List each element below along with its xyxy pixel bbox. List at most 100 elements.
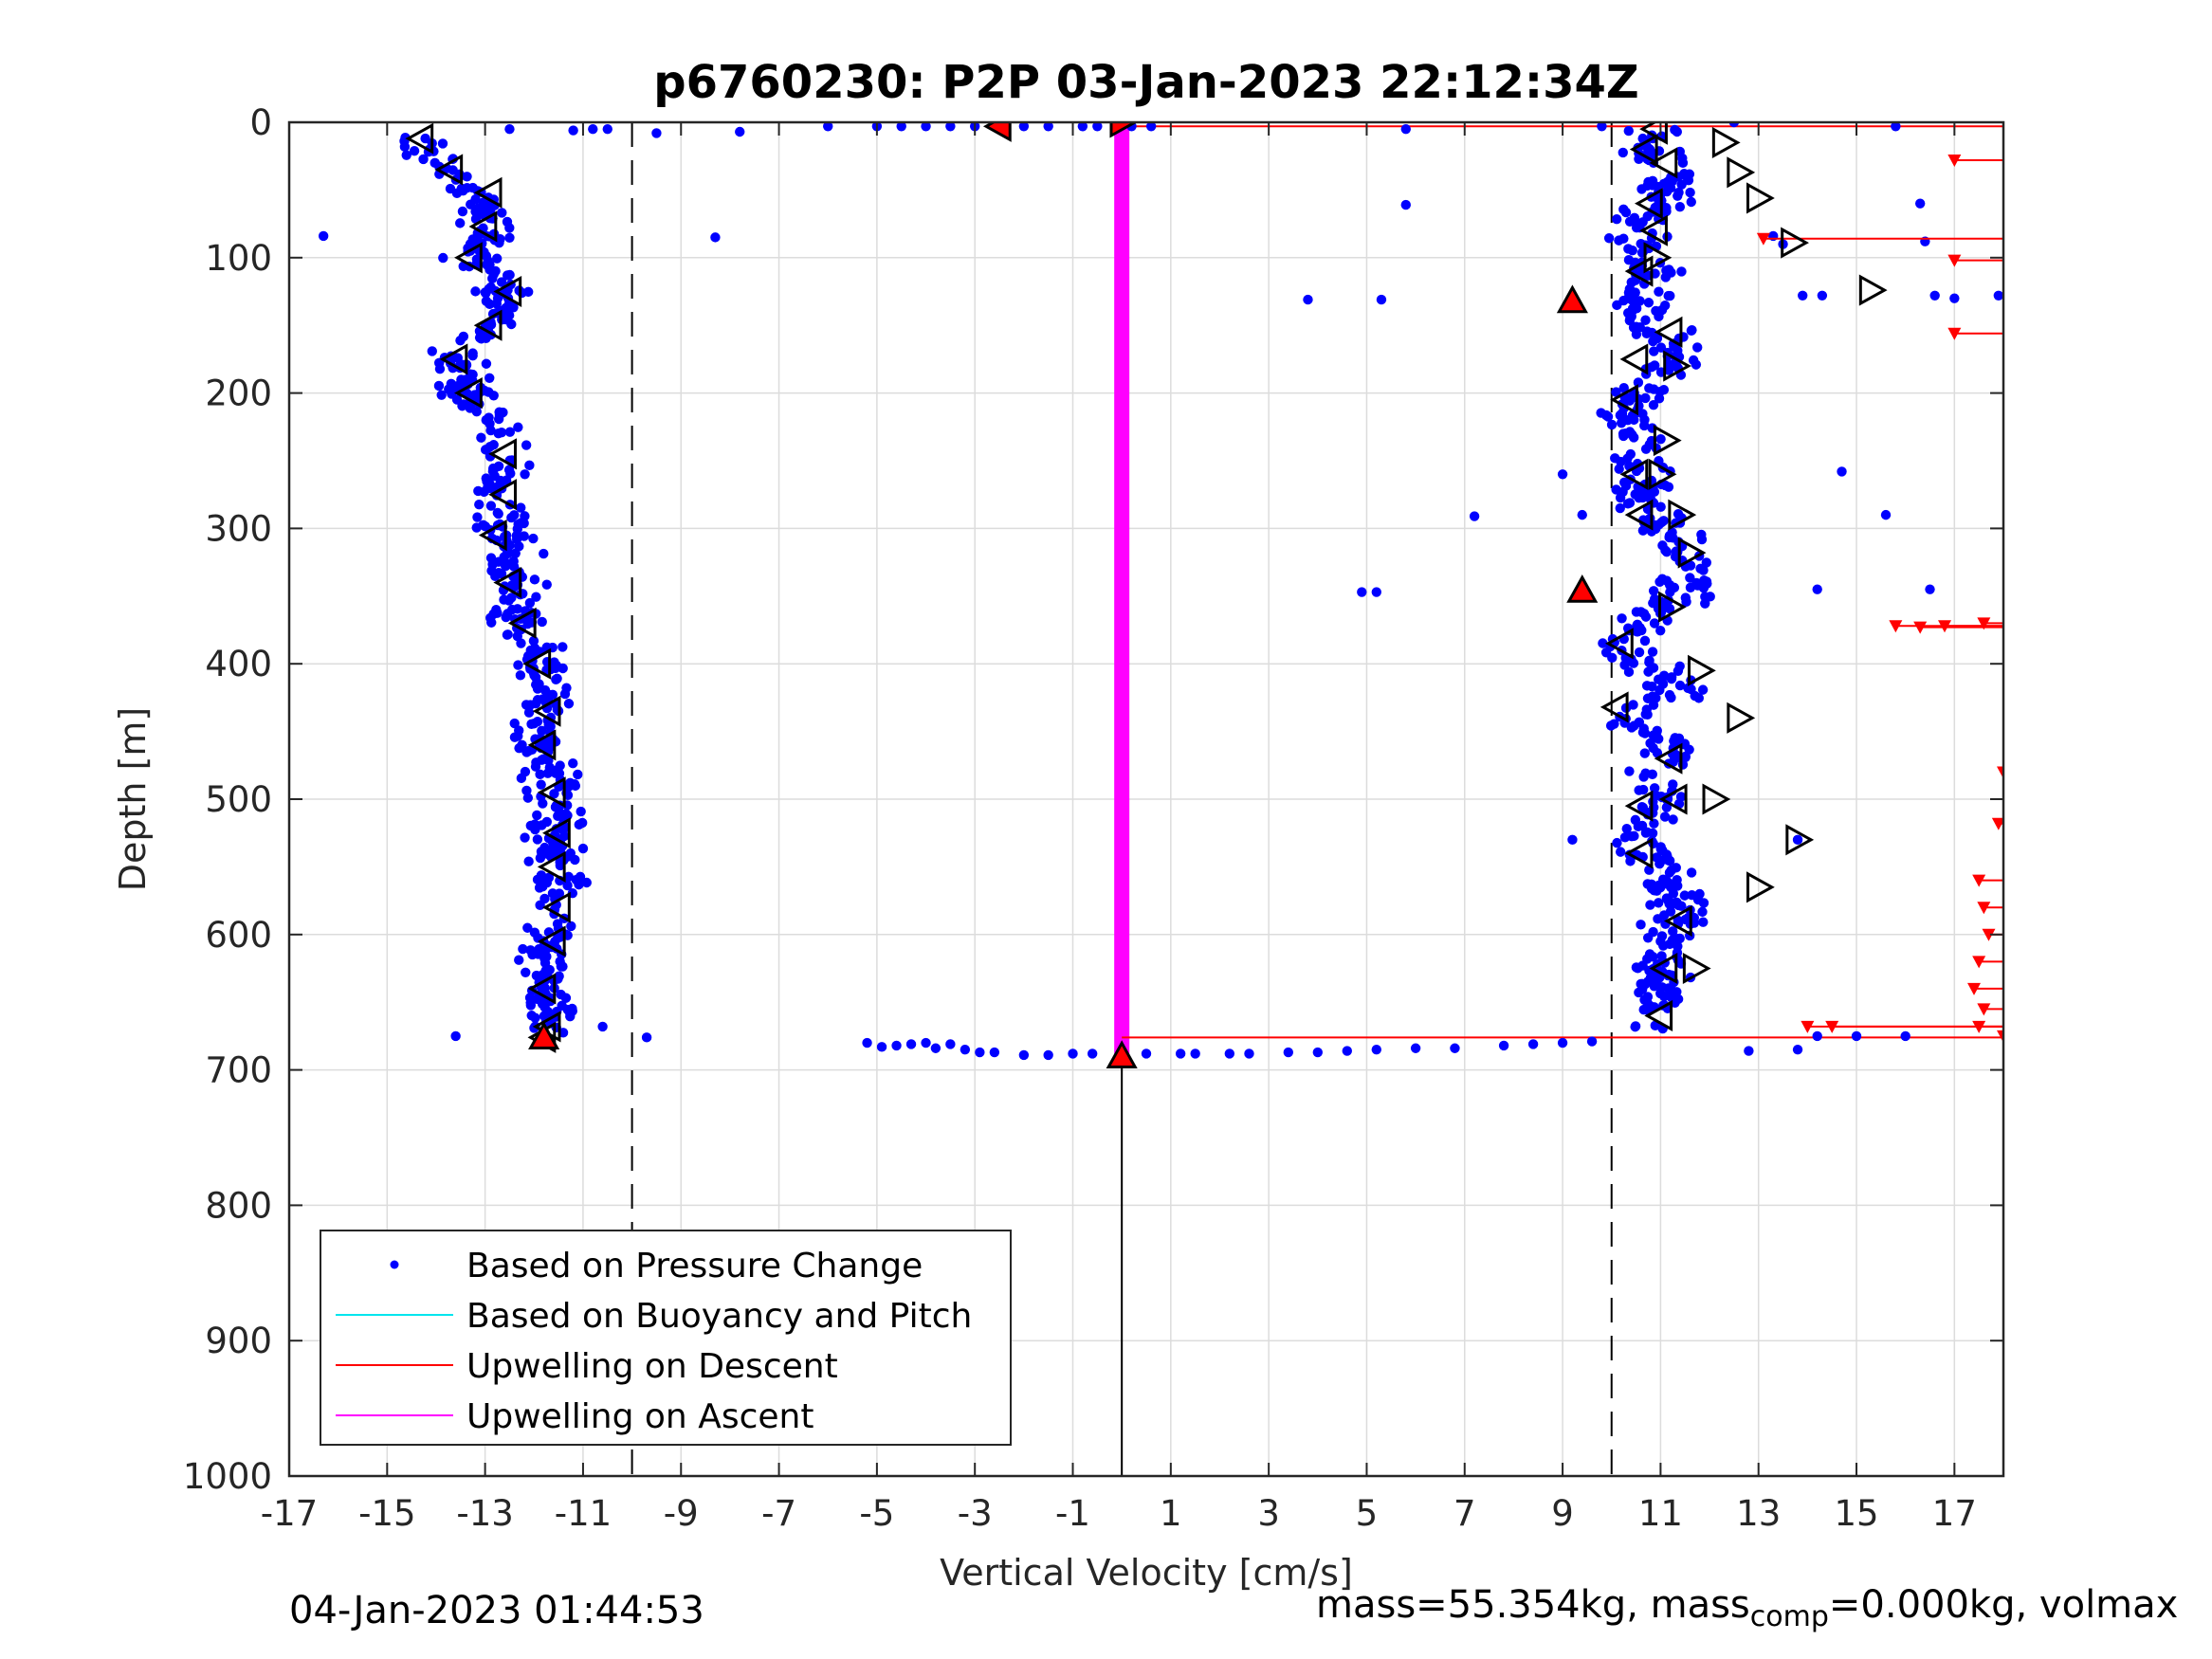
pressure-change-point [1602, 411, 1614, 422]
ascent-triangle-right [1727, 702, 1756, 734]
pressure-change-point [921, 122, 931, 132]
pressure-change-point [436, 390, 447, 400]
ascent-triangle [1634, 188, 1663, 220]
pressure-change-point [1680, 914, 1691, 925]
pressure-change-point [484, 259, 495, 270]
pressure-change-point [457, 206, 468, 217]
x-tick-label: -5 [859, 1493, 894, 1534]
pressure-change-point [1666, 692, 1676, 703]
pressure-change-point [945, 122, 956, 132]
pressure-change-point [554, 971, 564, 981]
pressure-change-point [520, 469, 530, 480]
pressure-change-point [1627, 246, 1637, 256]
pressure-change-point [521, 700, 532, 710]
pressure-change-point [433, 380, 445, 392]
pressure-change-point [1615, 502, 1625, 514]
pressure-change-point [561, 683, 572, 693]
pressure-change-point [1668, 779, 1678, 790]
pressure-change-point [409, 145, 420, 156]
pressure-change-point [556, 989, 566, 1000]
pressure-change-point [1650, 202, 1660, 213]
pressure-change-point [1680, 592, 1691, 603]
y-tick-label: 0 [249, 102, 272, 143]
pressure-change-point [541, 579, 552, 590]
ascent-triangle-right [1702, 783, 1731, 815]
pressure-change-point [1637, 525, 1649, 536]
pressure-change-point [1145, 122, 1157, 132]
pressure-change-point [455, 335, 466, 346]
pressure-change-point [1673, 345, 1683, 356]
pressure-change-point [518, 943, 528, 955]
pressure-change-point [1672, 874, 1682, 885]
pressure-change-point [539, 548, 549, 559]
pressure-change-point [563, 699, 575, 709]
pressure-change-point [1647, 647, 1658, 657]
x-axis-label: Vertical Velocity [cm/s] [940, 1552, 1353, 1594]
pressure-change-point [530, 1012, 540, 1023]
pressure-change-point [1586, 1036, 1598, 1047]
pressure-change-point [517, 739, 527, 750]
pressure-change-point [418, 154, 429, 165]
pressure-change-point [515, 670, 526, 681]
pressure-change-point [1410, 1043, 1421, 1053]
footer-timestamp: 04-Jan-2023 01:44:53 [289, 1589, 704, 1632]
descent-triangle [473, 176, 503, 209]
x-tick-label: 3 [1257, 1493, 1280, 1534]
pressure-change-point [1640, 315, 1651, 325]
descent-triangle [522, 647, 552, 680]
pressure-change-point [558, 642, 568, 652]
pressure-change-point [1643, 666, 1654, 677]
pressure-change-point [521, 440, 532, 450]
pressure-change-point [1686, 325, 1697, 337]
pressure-change-point [1685, 560, 1696, 571]
ascent-triangle [1619, 458, 1649, 490]
pressure-change-point [1357, 587, 1367, 597]
y-axis-label: Depth [m] [112, 707, 154, 892]
red-filled-triangle [1109, 122, 1139, 138]
ascent-triangle [1654, 316, 1683, 348]
pressure-change-point [1630, 1021, 1640, 1032]
pressure-change-point [1668, 757, 1678, 767]
pressure-change-point [566, 921, 576, 932]
pressure-change-point [467, 369, 478, 380]
pressure-change-point [1798, 290, 1808, 301]
ascent-triangle-right [1682, 952, 1711, 985]
pressure-change-point [1668, 814, 1678, 825]
x-tick-label: -11 [555, 1493, 612, 1534]
pressure-change-point [1649, 981, 1659, 992]
pressure-change-point [1792, 834, 1803, 846]
pressure-change-point [513, 422, 523, 432]
descent-triangle [439, 343, 468, 375]
pressure-change-point [576, 806, 586, 817]
pressure-change-point [544, 964, 555, 975]
pressure-change-point [493, 567, 504, 578]
pressure-change-point [1914, 198, 1926, 209]
pressure-change-point [1661, 546, 1673, 557]
pressure-change-point [485, 425, 496, 436]
pressure-change-point [1653, 914, 1663, 924]
pressure-change-point [1224, 1048, 1235, 1059]
pressure-change-point [1685, 573, 1695, 583]
pressure-change-point [457, 401, 467, 411]
pressure-change-point [905, 1039, 917, 1049]
pressure-change-point [485, 501, 497, 511]
ascent-triangle [1644, 999, 1673, 1032]
pressure-change-point [1244, 1048, 1254, 1059]
pressure-change-point [1672, 987, 1682, 997]
pressure-change-point [1469, 511, 1480, 521]
pressure-change-point [1618, 430, 1629, 442]
y-tick-label: 600 [205, 915, 272, 956]
pressure-change-point [1626, 311, 1636, 322]
pressure-change-point [735, 126, 745, 137]
pressure-change-point [1640, 444, 1652, 454]
ascent-triangle [1654, 742, 1683, 775]
pressure-change-point [577, 843, 589, 854]
pressure-change-point [1667, 935, 1678, 945]
ascent-triangle [1604, 628, 1634, 660]
pressure-change-point [504, 223, 515, 233]
pressure-change-point [1623, 666, 1635, 678]
pressure-change-point [1624, 216, 1636, 227]
pressure-change-point [1625, 856, 1636, 866]
pressure-change-point [485, 553, 497, 563]
